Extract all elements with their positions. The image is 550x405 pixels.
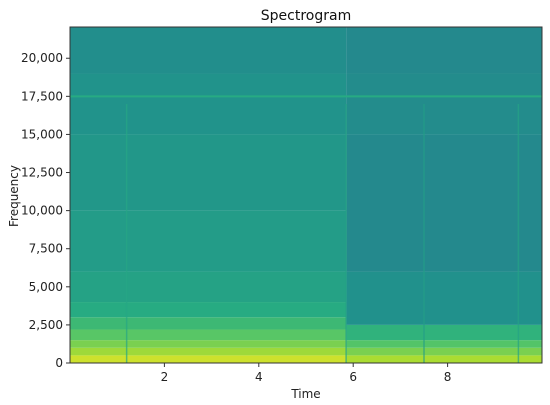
x-axis-label: Time xyxy=(290,387,320,401)
x-tick-label: 2 xyxy=(161,370,169,384)
x-tick-label: 8 xyxy=(444,370,452,384)
spectrogram-band-s0-b1 xyxy=(70,347,347,356)
chart-title: Spectrogram xyxy=(261,8,351,24)
spectrogram-band-s0-b4 xyxy=(70,317,347,330)
spectrogram-band-s0-b3 xyxy=(70,329,347,341)
spectrogram-band-s1-b5 xyxy=(346,134,542,272)
y-tick-label: 15,000 xyxy=(21,127,63,141)
y-axis-label: Frequency xyxy=(7,165,21,227)
x-tick-label: 4 xyxy=(255,370,263,384)
spectrogram-band-s1-b7 xyxy=(346,27,542,74)
spectrogram-band-s0-b5 xyxy=(70,302,347,318)
spectrogram-band-s0-b7 xyxy=(70,210,347,272)
y-tick-label: 20,000 xyxy=(21,51,63,65)
y-tick-label: 10,000 xyxy=(21,204,63,218)
spectrogram-band-s0-b6 xyxy=(70,271,347,303)
spectrogram-band-s1-b0 xyxy=(346,355,542,363)
y-axis: 0 2,500 5,000 7,500 10,000 12,500 15,000 17,500… xyxy=(21,51,70,370)
x-tick-label: 6 xyxy=(349,370,357,384)
y-tick-label: 2,500 xyxy=(29,318,63,332)
spectrogram-band-s1-b3 xyxy=(346,324,542,341)
y-tick-label: 17,500 xyxy=(21,89,63,103)
spectrogram-band-s0-b10 xyxy=(70,27,347,74)
spectrogram-band-s0-b9 xyxy=(70,73,347,135)
plot-area xyxy=(69,26,543,364)
spectrogram-band-s0-b0 xyxy=(70,355,347,363)
x-axis: 2 4 6 8 xyxy=(161,363,452,384)
spectrogram-band-s1-b6 xyxy=(346,73,542,135)
spectrogram-band-s0-b8 xyxy=(70,134,347,211)
y-tick-label: 0 xyxy=(55,356,63,370)
spectrogram-band-s0-b2 xyxy=(70,340,347,348)
y-tick-label: 5,000 xyxy=(29,280,63,294)
spectrogram-band-s1-b2 xyxy=(346,340,542,348)
y-tick-label: 12,500 xyxy=(21,166,63,180)
spectrogram-band-s1-b1 xyxy=(346,347,542,356)
y-tick-label: 7,500 xyxy=(29,242,63,256)
plot-frame xyxy=(69,26,543,364)
spectrogram-band-s1-b4 xyxy=(346,271,542,325)
